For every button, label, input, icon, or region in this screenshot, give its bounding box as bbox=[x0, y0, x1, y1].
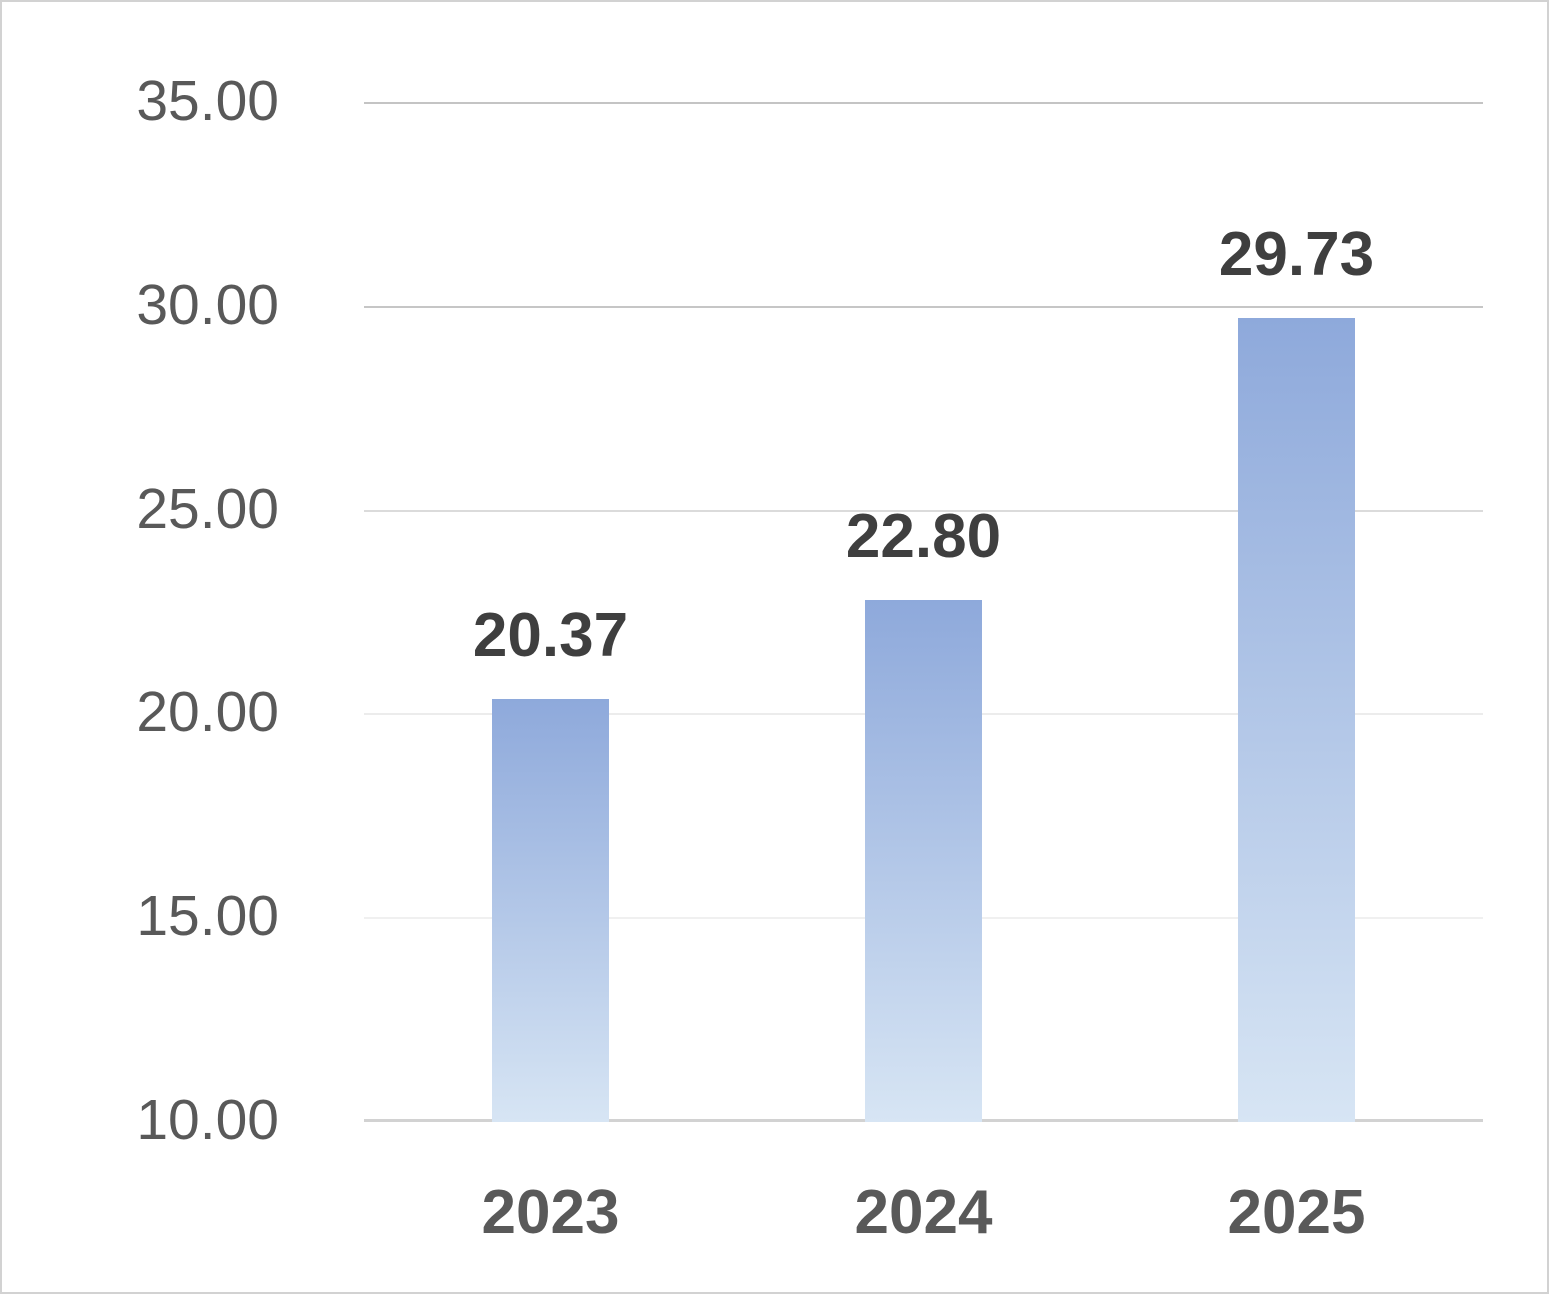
data-label: 22.80 bbox=[845, 502, 1002, 572]
gridline bbox=[364, 509, 1483, 512]
gridline bbox=[364, 102, 1483, 104]
y-axis-tick-label: 10.00 bbox=[136, 1088, 279, 1152]
plot-area: 20.37 2023 22.80 2024 29.73 2025 bbox=[364, 102, 1483, 1244]
x-axis-category-label: 2024 bbox=[854, 1178, 993, 1247]
y-axis-tick-label: 20.00 bbox=[136, 680, 279, 745]
x-axis-category-label: 2025 bbox=[1227, 1178, 1366, 1247]
bar-2023 bbox=[492, 699, 609, 1122]
y-axis-tick-label: 30.00 bbox=[136, 272, 279, 337]
data-label: 29.73 bbox=[1218, 219, 1375, 289]
x-axis-category-label: 2023 bbox=[481, 1178, 620, 1247]
bar-2025 bbox=[1238, 317, 1355, 1122]
bar-2024 bbox=[865, 600, 982, 1122]
y-axis-tick-label: 25.00 bbox=[136, 476, 279, 541]
y-axis-tick-label: 15.00 bbox=[136, 884, 279, 949]
data-label: 20.37 bbox=[472, 601, 629, 671]
gridline bbox=[364, 305, 1483, 308]
y-axis-tick-label: 35.00 bbox=[136, 69, 279, 133]
